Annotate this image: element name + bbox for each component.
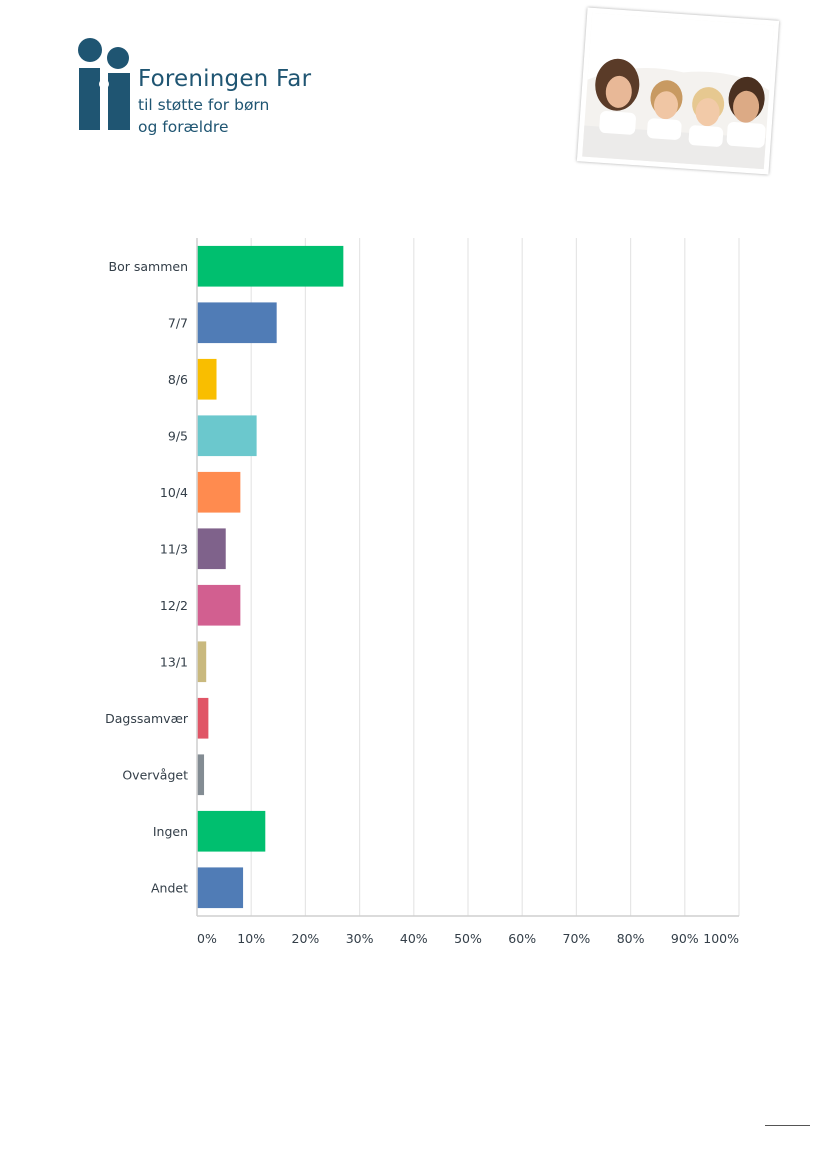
bar-8 [197,697,209,739]
bar-7 [197,641,207,683]
category-label-9: Overvåget [122,767,188,782]
x-tick-label-8: 80% [617,931,645,946]
bar-6 [197,584,241,626]
x-tick-label-4: 40% [400,931,428,946]
x-tick-label-10: 100% [703,931,739,946]
category-label-7: 13/1 [160,654,188,669]
bar-0 [197,245,344,287]
logo-tagline-1: til støtte for børn [138,96,270,114]
logo-mark-icon [78,38,130,130]
logo-tagline-2: og forældre [138,118,229,136]
category-label-3: 9/5 [168,428,188,443]
bar-9 [197,754,205,796]
category-label-2: 8/6 [168,372,188,387]
logo-name: Foreningen Far [138,66,312,92]
footer-divider [765,1125,810,1126]
x-tick-label-7: 70% [563,931,591,946]
bar-4 [197,471,241,513]
x-tick-label-1: 10% [237,931,265,946]
x-tick-label-3: 30% [346,931,374,946]
category-label-6: 12/2 [160,598,188,613]
bar-11 [197,867,244,909]
bar-3 [197,415,257,457]
x-tick-label-9: 90% [671,931,699,946]
x-tick-label-5: 50% [454,931,482,946]
x-tick-label-0: 0% [197,931,217,946]
bar-2 [197,358,217,400]
bar-5 [197,528,226,570]
category-label-11: Andet [151,880,188,895]
category-label-5: 11/3 [160,541,188,556]
category-label-8: Dagssamvær [105,711,189,726]
category-label-4: 10/4 [160,485,188,500]
bar-10 [197,810,266,852]
x-tick-label-2: 20% [292,931,320,946]
family-photo [576,7,780,175]
category-label-0: Bor sammen [109,259,188,274]
logo: Foreningen Far til støtte for børn og fo… [78,38,338,138]
category-label-1: 7/7 [168,315,188,330]
category-label-10: Ingen [153,824,188,839]
bar-1 [197,302,277,344]
x-tick-label-6: 60% [508,931,536,946]
